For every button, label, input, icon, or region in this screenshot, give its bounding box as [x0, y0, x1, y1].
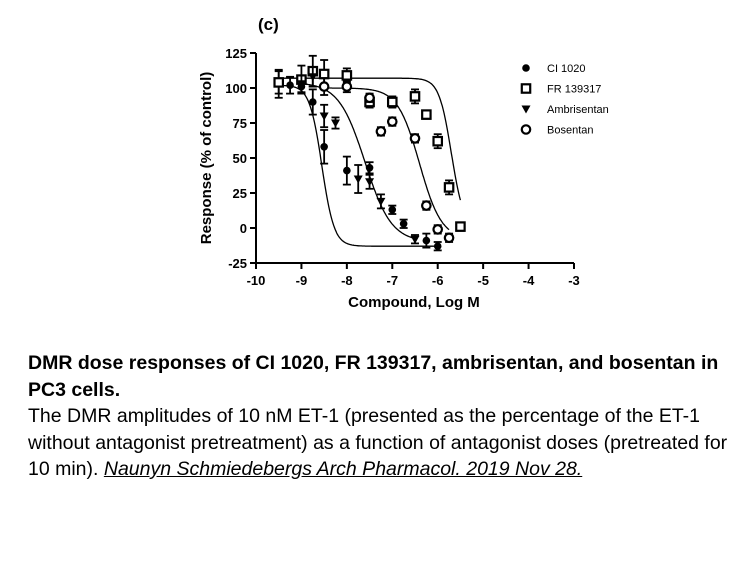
- x-tick-label: -10: [247, 273, 266, 288]
- data-point-ambrisentan: [331, 119, 340, 128]
- data-point-bosentan: [421, 200, 432, 211]
- data-point-ci-1020: [286, 81, 294, 89]
- data-point-bosentan: [386, 116, 398, 127]
- data-point-ambrisentan: [296, 80, 306, 89]
- figure-caption: DMR dose responses of CI 1020, FR 139317…: [28, 350, 748, 483]
- data-point-ci-1020: [422, 236, 431, 245]
- data-point-fr-139317: [318, 68, 330, 80]
- data-point-bosentan: [341, 81, 353, 92]
- data-point-ambrisentan: [376, 197, 386, 206]
- data-point-fr-139317: [421, 109, 432, 120]
- panel-label: (c): [258, 15, 279, 34]
- caption-text: The DMR amplitudes of 10 nM ET-1 (presen…: [28, 405, 728, 480]
- fit-curve-fr-139317: [278, 77, 462, 201]
- data-point-ci-1020: [433, 242, 442, 250]
- data-point-fr-139317: [409, 91, 421, 102]
- y-tick-label: 0: [240, 221, 247, 236]
- legend-marker-ambrisentan: [521, 105, 531, 114]
- data-point-bosentan: [375, 126, 387, 137]
- data-point-fr-139317: [341, 70, 353, 81]
- dose-response-chart: -10 -9 -8 -7 -6 -5 -4 -3 -25 0 25 50 75 100 125 CI 102…: [198, 15, 609, 311]
- data-point-bosentan: [443, 232, 455, 244]
- legend-label-ambrisentan: Ambrisentan: [547, 104, 609, 116]
- data-point-fr-139317: [273, 77, 285, 88]
- legend-marker-ci-1020: [522, 64, 530, 72]
- data-point-ci-1020: [365, 164, 374, 172]
- data-point-ci-1020: [399, 220, 408, 228]
- caption-body: The DMR amplitudes of 10 nM ET-1 (presen…: [28, 403, 748, 483]
- x-tick-label: -9: [296, 273, 308, 288]
- legend-label-fr-139317: FR 139317: [547, 84, 601, 96]
- x-tick-label: -8: [341, 273, 353, 288]
- data-point-fr-139317: [443, 182, 455, 193]
- citation-link[interactable]: Naunyn Schmiedebergs Arch Pharmacol. 201…: [103, 458, 583, 480]
- data-point-ambrisentan: [365, 178, 375, 187]
- data-point-ci-1020: [388, 206, 397, 214]
- data-point-ci-1020: [343, 166, 351, 175]
- data-point-ci-1020: [308, 98, 317, 106]
- legend-marker-fr-139317: [520, 83, 532, 94]
- data-point-ambrisentan: [410, 235, 420, 244]
- data-point-ambrisentan: [319, 112, 329, 121]
- data-point-ambrisentan: [308, 73, 318, 82]
- data-point-ci-1020: [320, 143, 328, 151]
- data-point-fr-139317: [432, 135, 444, 147]
- legend-marker-bosentan: [520, 124, 532, 135]
- y-tick-label: -25: [228, 256, 247, 271]
- x-tick-label: -7: [387, 273, 399, 288]
- y-tick-label: 75: [233, 116, 247, 131]
- x-tick-label: -4: [523, 273, 535, 288]
- data-point-ambrisentan: [353, 175, 363, 184]
- fit-curve-ci-1020: [278, 84, 438, 247]
- y-tick-label: 50: [233, 151, 247, 166]
- data-point-bosentan: [432, 224, 444, 235]
- data-point-bosentan: [409, 133, 421, 144]
- data-point-bosentan: [318, 81, 330, 92]
- x-tick-label: -3: [568, 273, 580, 288]
- data-point-fr-139317: [455, 221, 466, 232]
- x-axis-label: Compound, Log M: [348, 294, 480, 311]
- legend-label-ci-1020: CI 1020: [547, 63, 586, 75]
- caption-title: DMR dose responses of CI 1020, FR 139317…: [28, 352, 719, 401]
- x-tick-label: -5: [477, 273, 489, 288]
- y-tick-label: 100: [225, 81, 247, 96]
- y-tick-label: 125: [225, 46, 247, 61]
- x-tick-label: -6: [432, 273, 444, 288]
- data-point-bosentan: [364, 92, 375, 104]
- data-point-fr-139317: [386, 96, 398, 108]
- dose-response-figure: -10 -9 -8 -7 -6 -5 -4 -3 -25 0 25 50 75 100 125 CI 102…: [198, 15, 609, 311]
- y-axis-label: Response (% of control): [198, 72, 215, 245]
- y-tick-label: 25: [233, 186, 247, 201]
- legend-label-bosentan: Bosentan: [547, 125, 593, 137]
